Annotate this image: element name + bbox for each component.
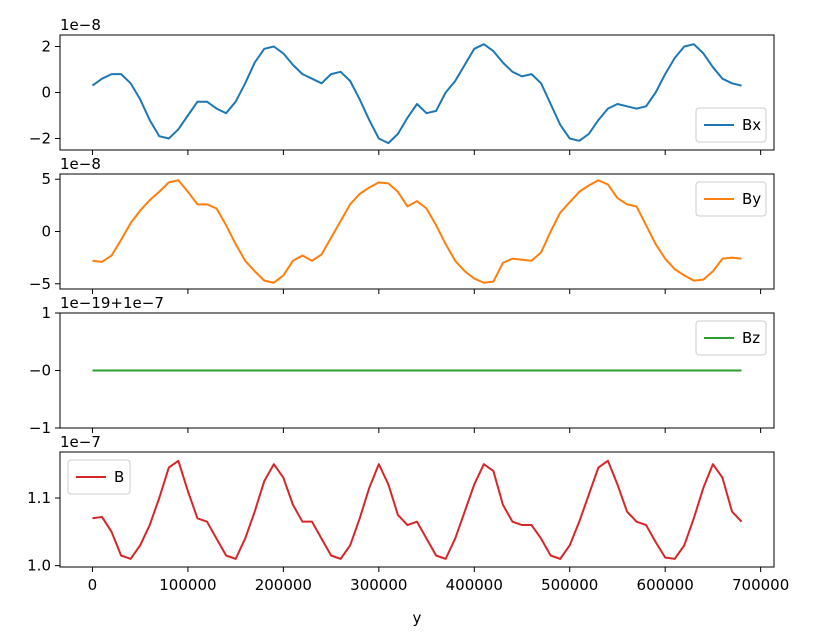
- y-tick-label: −0: [29, 362, 51, 380]
- plot-area-3: [60, 452, 774, 567]
- legend-label: By: [742, 190, 761, 208]
- x-tick-label: 700000: [732, 576, 789, 594]
- plot-area-0: [60, 35, 774, 150]
- x-tick-label: 400000: [446, 576, 503, 594]
- series-line-by: [92, 179, 742, 284]
- y-tick-label: −2: [29, 130, 51, 148]
- x-tick-label: 200000: [255, 576, 312, 594]
- y-tick-label: −1: [29, 419, 51, 437]
- y-tick-label: −5: [29, 275, 51, 293]
- plot-area-1: [60, 174, 774, 289]
- axes-frame-3: [59, 451, 775, 568]
- axis-offset-label: 1e−7: [60, 433, 101, 451]
- legend-label: Bz: [742, 329, 760, 347]
- legend-label: Bx: [742, 116, 761, 134]
- series-line-b: [92, 459, 743, 560]
- y-tick-label: 5: [41, 170, 51, 188]
- x-tick-label: 0: [88, 576, 98, 594]
- y-tick-label: 1: [41, 304, 51, 322]
- axis-offset-label: 1e−8: [60, 155, 101, 173]
- axis-offset-label: 1e−8: [60, 16, 101, 34]
- y-tick-label: 0: [41, 223, 51, 241]
- y-tick-label: 1.0: [27, 557, 51, 575]
- legend-label: B: [114, 468, 124, 486]
- x-axis-label: y: [413, 609, 422, 627]
- x-tick-label: 100000: [159, 576, 216, 594]
- series-line-bx: [91, 43, 742, 145]
- y-tick-label: 1.1: [27, 489, 51, 507]
- y-tick-label: 0: [41, 84, 51, 102]
- y-tick-label: 2: [41, 38, 51, 56]
- x-tick-label: 500000: [541, 576, 598, 594]
- x-tick-label: 600000: [637, 576, 694, 594]
- x-tick-label: 300000: [350, 576, 407, 594]
- axis-offset-label: 1e−19+1e−7: [60, 294, 164, 312]
